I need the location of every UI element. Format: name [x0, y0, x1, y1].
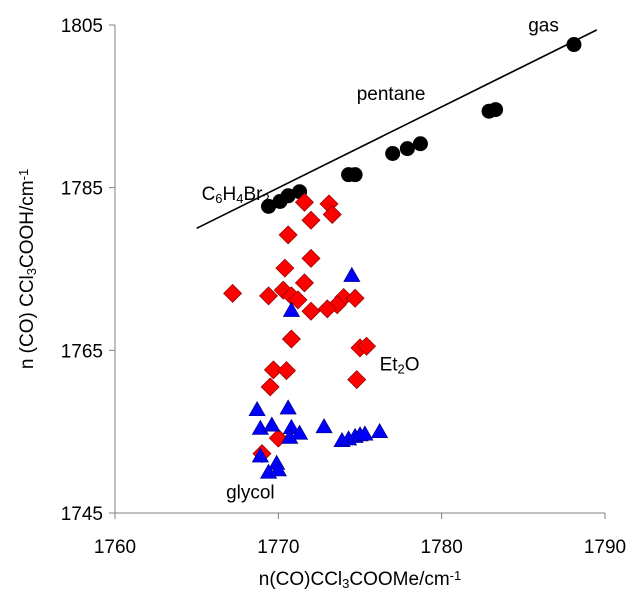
x-tick-label: 1780: [421, 537, 463, 558]
circle-point: [280, 188, 296, 204]
y-axis-title: n (CO) CCl3COOH/cm-1: [16, 169, 39, 369]
annotations: gas pentane C6H4Br2 Et2O glycol: [202, 16, 559, 504]
circle-point: [261, 198, 277, 214]
axes: 1760 1770 1780 1790 1745 1765 1785 1805: [61, 16, 626, 558]
triangle-point: [370, 422, 389, 439]
diamond-point: [301, 301, 321, 321]
diamond-point: [278, 225, 298, 245]
x-tick-label: 1770: [257, 537, 299, 558]
y-tick-label: 1805: [61, 16, 103, 37]
diamond-point: [301, 248, 321, 268]
annotation-label: glycol: [226, 482, 275, 503]
diamond-point: [259, 286, 279, 306]
triangle-point: [263, 416, 281, 432]
data-points: [223, 37, 582, 479]
annotation-label: pentane: [357, 84, 426, 105]
diamond-point: [288, 290, 308, 310]
fit-line-layer: [196, 29, 598, 230]
triangle-point: [251, 447, 269, 463]
circle-point: [347, 167, 363, 183]
diamond-point: [281, 329, 301, 349]
diamond-point: [322, 205, 342, 225]
triangle-point: [282, 301, 301, 317]
triangle-point: [290, 424, 309, 440]
diamond-point: [260, 377, 280, 397]
triangle-point: [315, 418, 333, 434]
diamond-point: [263, 360, 283, 380]
circle-point: [488, 102, 504, 118]
triangle-point: [281, 428, 299, 444]
y-tick-label: 1785: [61, 179, 103, 200]
triangle-point: [248, 401, 266, 417]
x-axis-title: n(CO)CCl3COOMe/cm-1: [259, 568, 461, 591]
y-tick-label: 1765: [61, 341, 103, 362]
axis-titles: n(CO)CCl3COOMe/cm-1 n (CO) CCl3COOH/cm-1: [16, 169, 461, 591]
triangle-point: [343, 266, 361, 282]
diamond-point: [317, 299, 337, 319]
diamond-point: [223, 283, 243, 303]
x-tick-label: 1760: [94, 537, 136, 558]
diamond-point: [277, 361, 296, 381]
circle-point: [566, 37, 582, 53]
circle-point: [399, 141, 415, 157]
circle-point: [412, 136, 428, 152]
diamond-point: [347, 370, 367, 390]
diamond-point: [275, 258, 295, 278]
annotation-label: gas: [528, 16, 559, 37]
circle-point: [385, 146, 401, 162]
trend-line: [196, 29, 598, 230]
annotation-label: Et2O: [380, 355, 420, 377]
diamond-point: [294, 273, 314, 293]
triangle-point: [269, 461, 287, 477]
y-tick-label: 1745: [61, 504, 103, 525]
triangle-point: [356, 425, 374, 441]
diamond-point: [294, 192, 314, 212]
diamond-point: [357, 336, 377, 356]
x-tick-label: 1790: [584, 537, 626, 558]
triangle-point: [279, 399, 297, 415]
diamond-point: [301, 210, 321, 230]
diamond-point: [345, 288, 365, 308]
annotation-label: C6H4Br2: [202, 184, 270, 206]
